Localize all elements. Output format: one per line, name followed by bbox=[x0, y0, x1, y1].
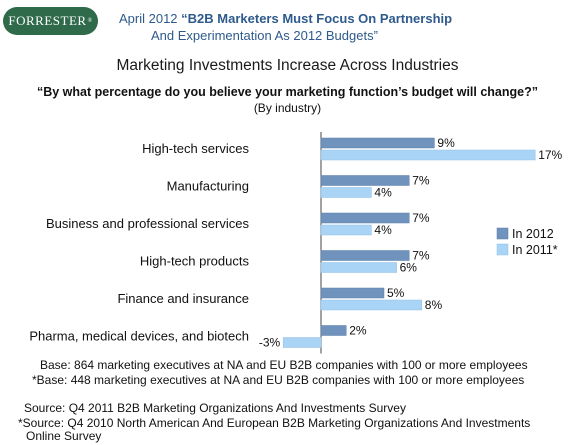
registered-mark: ® bbox=[87, 18, 93, 24]
data-label: 8% bbox=[425, 298, 443, 312]
legend-label: In 2012 bbox=[512, 227, 554, 241]
report-title-line2: And Experimentation As 2012 Budgets” bbox=[151, 28, 378, 43]
bar-2011 bbox=[320, 224, 372, 236]
base-note-2012: Base: 864 marketing executives at NA and… bbox=[40, 358, 528, 372]
source-note-2011: Source: Q4 2011 B2B Marketing Organizati… bbox=[24, 401, 406, 415]
base-note-2011: *Base: 448 marketing executives at NA an… bbox=[32, 373, 525, 387]
category-label: Finance and insurance bbox=[117, 291, 249, 306]
bar-2012 bbox=[320, 175, 410, 186]
data-label: 4% bbox=[374, 223, 392, 237]
legend-label: In 2011* bbox=[512, 243, 558, 257]
report-title-line1: “B2B Marketers Must Focus On Partnership bbox=[181, 11, 453, 26]
bar-2012 bbox=[320, 325, 347, 336]
legend-swatch bbox=[496, 227, 509, 240]
forrester-logo: FORRESTER ® bbox=[3, 7, 98, 35]
source-note-2010-cont: Online Survey bbox=[26, 429, 102, 443]
chart-question: “By what percentage do you believe your … bbox=[36, 85, 538, 99]
bar-2011 bbox=[320, 187, 372, 198]
data-label: 4% bbox=[374, 186, 392, 200]
category-label: Pharma, medical devices, and biotech bbox=[29, 329, 249, 344]
data-label: 2% bbox=[349, 324, 367, 338]
source-note-2010: *Source: Q4 2010 North American And Euro… bbox=[18, 416, 531, 430]
category-label: High-tech services bbox=[142, 141, 249, 156]
bar-2011 bbox=[320, 149, 536, 161]
category-label: Business and professional services bbox=[46, 216, 250, 231]
data-label: -3% bbox=[259, 336, 281, 350]
chart-title: Marketing Investments Increase Across In… bbox=[116, 57, 459, 74]
category-label: Manufacturing bbox=[167, 179, 249, 194]
data-label: 7% bbox=[412, 211, 430, 225]
report-header-line1: April 2012 “B2B Marketers Must Focus On … bbox=[119, 11, 569, 26]
data-label: 9% bbox=[437, 136, 455, 150]
legend-swatch bbox=[496, 243, 509, 256]
bar-2012 bbox=[320, 212, 410, 224]
bar-2011 bbox=[320, 299, 423, 311]
chart-subtitle: (By industry) bbox=[253, 101, 322, 115]
data-label: 7% bbox=[412, 249, 430, 263]
bar-2011 bbox=[320, 262, 397, 273]
bar-2012 bbox=[320, 287, 385, 299]
logo-text: FORRESTER bbox=[8, 13, 87, 28]
data-label: 17% bbox=[538, 148, 562, 162]
category-label: High-tech products bbox=[140, 254, 250, 269]
data-label: 6% bbox=[400, 261, 418, 275]
report-date: April 2012 bbox=[119, 11, 178, 26]
data-label: 7% bbox=[412, 174, 430, 188]
data-label: 5% bbox=[387, 286, 405, 300]
bar-2011 bbox=[282, 337, 322, 348]
bar-2012 bbox=[320, 250, 410, 261]
bar-2012 bbox=[320, 137, 435, 149]
